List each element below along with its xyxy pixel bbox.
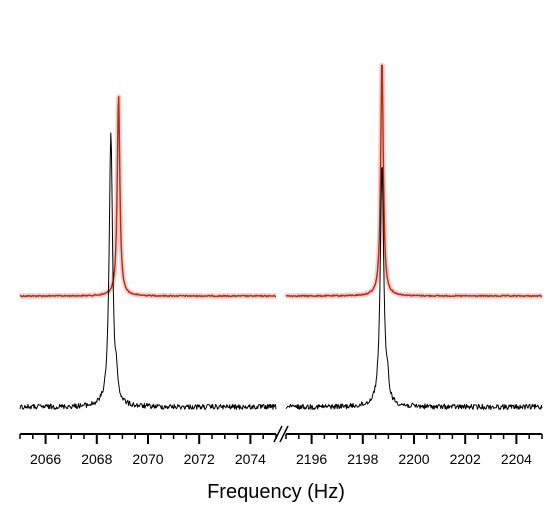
x-tick-label: 2074 — [235, 451, 266, 467]
upper-trace-glow-panel-1 — [18, 94, 278, 300]
x-axis: 2066 2068 2070 2072 2074 2196 2198 2200 2202 2204 — [19, 425, 543, 467]
x-tick-label: 2066 — [30, 451, 61, 467]
upper-trace-glow-layer — [18, 62, 544, 300]
x-tick-label: 2072 — [184, 451, 215, 467]
trace-layer — [19, 64, 543, 410]
upper-trace-glow-panel-2 — [284, 62, 544, 300]
x-tick-label: 2070 — [132, 451, 163, 467]
x-tick-label: 2204 — [501, 451, 532, 467]
axis-break-mark-1 — [273, 425, 283, 443]
x-tick-label: 2196 — [296, 451, 327, 467]
axis-break-mark-2 — [279, 425, 289, 443]
x-tick-label: 2068 — [81, 451, 112, 467]
upper-trace-panel-1 — [19, 96, 277, 298]
x-tick-label: 2202 — [450, 451, 481, 467]
lower-trace-panel-1 — [19, 132, 277, 410]
lower-trace-panel-2 — [285, 166, 543, 410]
upper-trace-panel-2 — [285, 64, 543, 298]
x-tick-label: 2198 — [347, 451, 378, 467]
x-axis-title: Frequency (Hz) — [207, 481, 345, 503]
x-tick-label: 2200 — [398, 451, 429, 467]
